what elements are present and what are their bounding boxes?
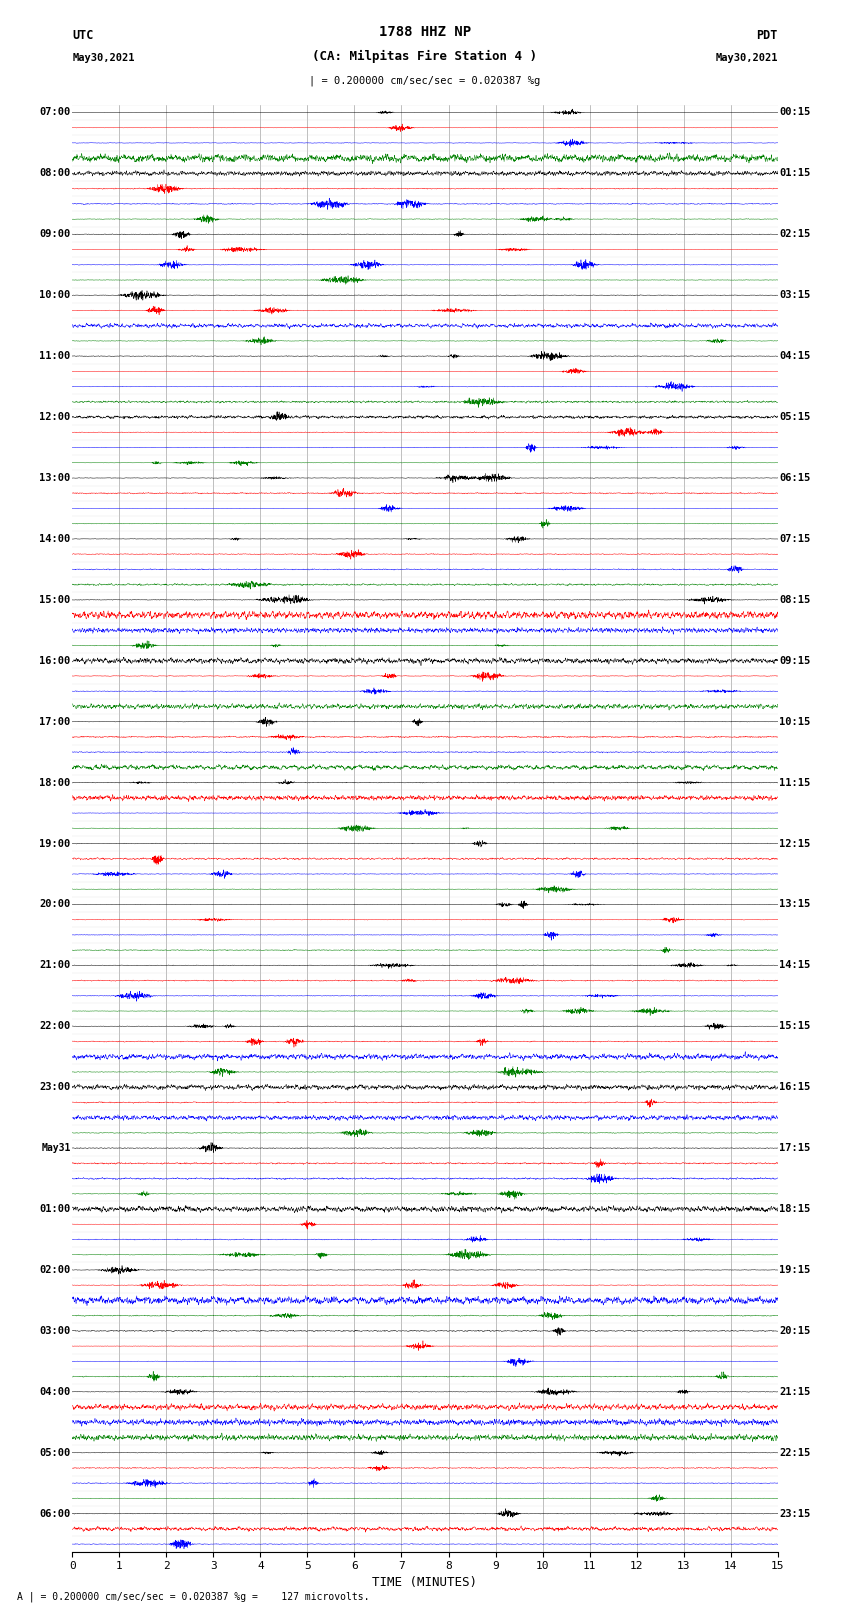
Text: 07:00: 07:00 <box>39 108 71 118</box>
Text: 05:00: 05:00 <box>39 1448 71 1458</box>
Text: 17:00: 17:00 <box>39 716 71 727</box>
Text: 19:00: 19:00 <box>39 839 71 848</box>
Text: 12:00: 12:00 <box>39 411 71 423</box>
Text: 11:15: 11:15 <box>779 777 811 787</box>
Text: 04:15: 04:15 <box>779 352 811 361</box>
Text: 21:00: 21:00 <box>39 960 71 971</box>
Text: 14:15: 14:15 <box>779 960 811 971</box>
Text: 03:15: 03:15 <box>779 290 811 300</box>
Text: 14:00: 14:00 <box>39 534 71 544</box>
Text: 16:15: 16:15 <box>779 1082 811 1092</box>
Text: May30,2021: May30,2021 <box>715 53 778 63</box>
Text: 20:00: 20:00 <box>39 900 71 910</box>
Text: 00:15: 00:15 <box>779 108 811 118</box>
Text: 11:00: 11:00 <box>39 352 71 361</box>
Text: | = 0.200000 cm/sec/sec = 0.020387 %g: | = 0.200000 cm/sec/sec = 0.020387 %g <box>309 76 541 85</box>
Text: 02:15: 02:15 <box>779 229 811 239</box>
X-axis label: TIME (MINUTES): TIME (MINUTES) <box>372 1576 478 1589</box>
Text: 22:15: 22:15 <box>779 1448 811 1458</box>
Text: 10:15: 10:15 <box>779 716 811 727</box>
Text: 23:00: 23:00 <box>39 1082 71 1092</box>
Text: 08:00: 08:00 <box>39 168 71 179</box>
Text: 15:15: 15:15 <box>779 1021 811 1031</box>
Text: 1788 HHZ NP: 1788 HHZ NP <box>379 26 471 39</box>
Text: 19:15: 19:15 <box>779 1265 811 1274</box>
Text: 07:15: 07:15 <box>779 534 811 544</box>
Text: 12:15: 12:15 <box>779 839 811 848</box>
Text: 03:00: 03:00 <box>39 1326 71 1336</box>
Text: 13:15: 13:15 <box>779 900 811 910</box>
Text: UTC: UTC <box>72 29 94 42</box>
Text: 13:00: 13:00 <box>39 473 71 482</box>
Text: 10:00: 10:00 <box>39 290 71 300</box>
Text: 01:00: 01:00 <box>39 1203 71 1215</box>
Text: May31: May31 <box>41 1144 71 1153</box>
Text: 04:00: 04:00 <box>39 1387 71 1397</box>
Text: 06:00: 06:00 <box>39 1508 71 1518</box>
Text: 22:00: 22:00 <box>39 1021 71 1031</box>
Text: (CA: Milpitas Fire Station 4 ): (CA: Milpitas Fire Station 4 ) <box>313 50 537 63</box>
Text: 06:15: 06:15 <box>779 473 811 482</box>
Text: 18:00: 18:00 <box>39 777 71 787</box>
Text: 08:15: 08:15 <box>779 595 811 605</box>
Text: PDT: PDT <box>756 29 778 42</box>
Text: 02:00: 02:00 <box>39 1265 71 1274</box>
Text: 15:00: 15:00 <box>39 595 71 605</box>
Text: May30,2021: May30,2021 <box>72 53 135 63</box>
Text: 20:15: 20:15 <box>779 1326 811 1336</box>
Text: 21:15: 21:15 <box>779 1387 811 1397</box>
Text: 16:00: 16:00 <box>39 656 71 666</box>
Text: 18:15: 18:15 <box>779 1203 811 1215</box>
Text: 01:15: 01:15 <box>779 168 811 179</box>
Text: A | = 0.200000 cm/sec/sec = 0.020387 %g =    127 microvolts.: A | = 0.200000 cm/sec/sec = 0.020387 %g … <box>17 1592 370 1602</box>
Text: 09:00: 09:00 <box>39 229 71 239</box>
Text: 23:15: 23:15 <box>779 1508 811 1518</box>
Text: 17:15: 17:15 <box>779 1144 811 1153</box>
Text: 09:15: 09:15 <box>779 656 811 666</box>
Text: 05:15: 05:15 <box>779 411 811 423</box>
